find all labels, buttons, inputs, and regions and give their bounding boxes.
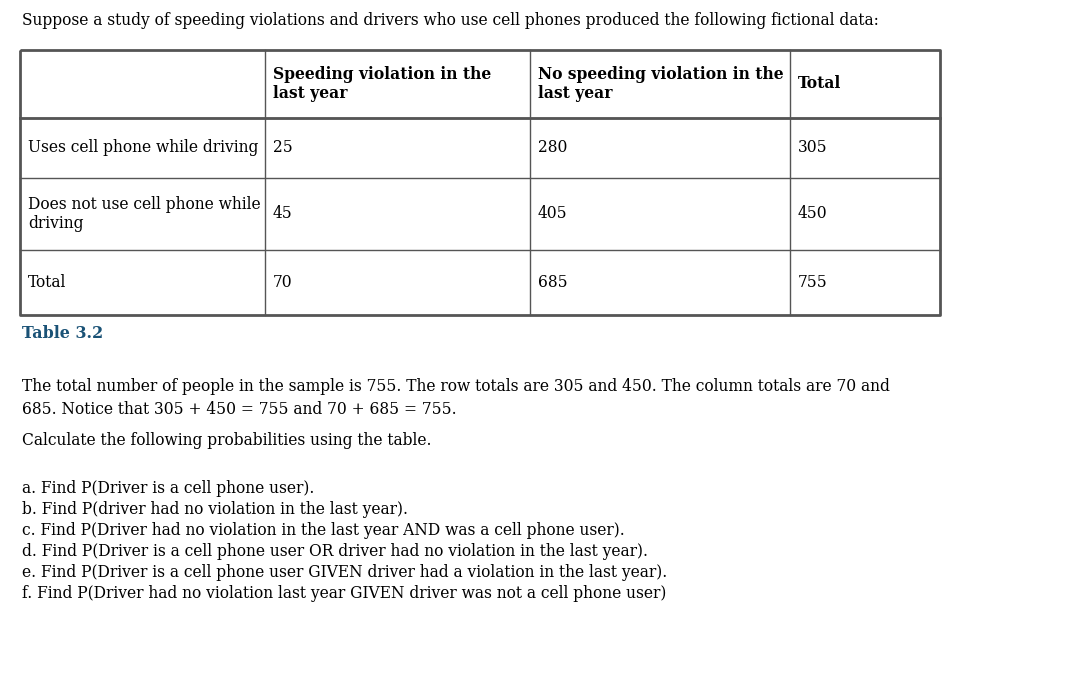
Text: Total: Total — [28, 274, 66, 291]
Text: 450: 450 — [798, 205, 827, 223]
Text: b. Find P(driver had no violation in the last year).: b. Find P(driver had no violation in the… — [22, 501, 408, 518]
Text: Calculate the following probabilities using the table.: Calculate the following probabilities us… — [22, 432, 432, 449]
Text: e. Find P(Driver is a cell phone user GIVEN driver had a violation in the last y: e. Find P(Driver is a cell phone user GI… — [22, 564, 667, 581]
Text: Does not use cell phone while
driving: Does not use cell phone while driving — [28, 196, 260, 232]
Text: Total: Total — [798, 76, 841, 92]
Text: Table 3.2: Table 3.2 — [22, 325, 104, 342]
Text: 755: 755 — [798, 274, 827, 291]
Text: 305: 305 — [798, 139, 827, 156]
Text: 405: 405 — [538, 205, 568, 223]
Text: Uses cell phone while driving: Uses cell phone while driving — [28, 139, 258, 156]
Text: No speeding violation in the
last year: No speeding violation in the last year — [538, 65, 784, 102]
Text: f. Find P(Driver had no violation last year GIVEN driver was not a cell phone us: f. Find P(Driver had no violation last y… — [22, 585, 666, 602]
Text: d. Find P(Driver is a cell phone user OR driver had no violation in the last yea: d. Find P(Driver is a cell phone user OR… — [22, 543, 648, 560]
Text: Speeding violation in the
last year: Speeding violation in the last year — [273, 65, 491, 102]
Text: c. Find P(Driver had no violation in the last year AND was a cell phone user).: c. Find P(Driver had no violation in the… — [22, 522, 624, 539]
Text: The total number of people in the sample is 755. The row totals are 305 and 450.: The total number of people in the sample… — [22, 378, 890, 418]
Text: 70: 70 — [273, 274, 293, 291]
Text: 25: 25 — [273, 139, 293, 156]
Text: 45: 45 — [273, 205, 293, 223]
Text: a. Find P(Driver is a cell phone user).: a. Find P(Driver is a cell phone user). — [22, 480, 314, 497]
Text: 685: 685 — [538, 274, 568, 291]
Text: Suppose a study of speeding violations and drivers who use cell phones produced : Suppose a study of speeding violations a… — [22, 12, 879, 29]
Text: 280: 280 — [538, 139, 567, 156]
